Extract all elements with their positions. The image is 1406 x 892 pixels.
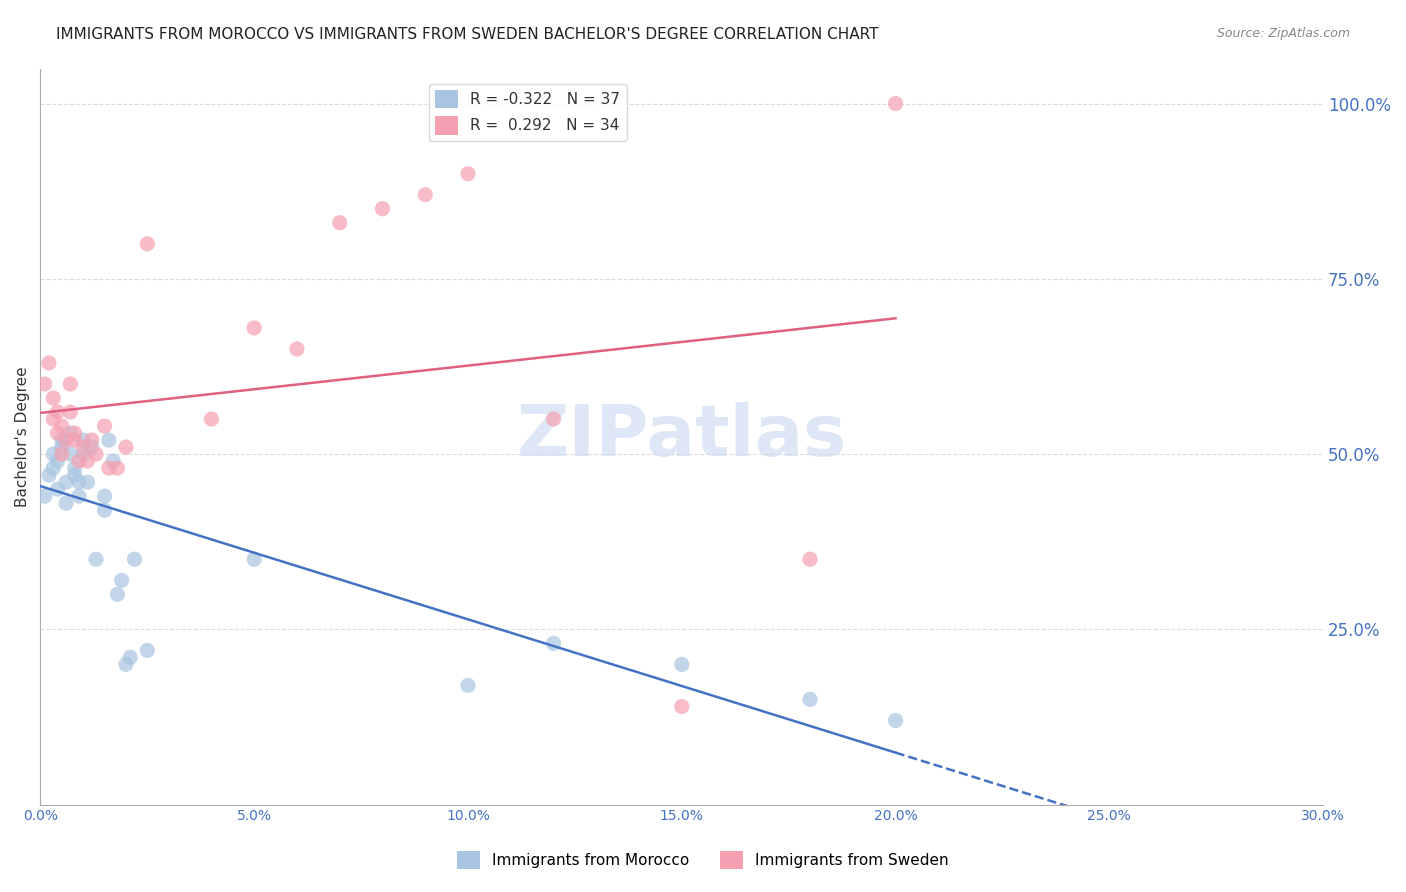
Point	[67, 454, 90, 468]
Point	[42, 391, 65, 405]
Point	[80, 440, 103, 454]
Point	[329, 216, 352, 230]
Point	[671, 699, 693, 714]
Point	[51, 433, 73, 447]
Point	[63, 468, 86, 483]
Point	[76, 475, 98, 490]
Point	[59, 405, 82, 419]
Point	[59, 447, 82, 461]
Point	[42, 447, 65, 461]
Point	[93, 503, 115, 517]
Point	[413, 187, 436, 202]
Point	[80, 433, 103, 447]
Point	[200, 412, 222, 426]
Point	[97, 433, 120, 447]
Point	[457, 678, 479, 692]
Point	[46, 454, 69, 468]
Legend: R = -0.322   N = 37, R =  0.292   N = 34: R = -0.322 N = 37, R = 0.292 N = 34	[429, 84, 627, 141]
Point	[59, 425, 82, 440]
Point	[371, 202, 394, 216]
Point	[55, 496, 77, 510]
Point	[671, 657, 693, 672]
Point	[799, 692, 821, 706]
Point	[93, 419, 115, 434]
Point	[101, 454, 124, 468]
Point	[51, 440, 73, 454]
Point	[84, 447, 107, 461]
Point	[51, 419, 73, 434]
Point	[136, 643, 159, 657]
Point	[63, 461, 86, 475]
Point	[55, 433, 77, 447]
Point	[67, 475, 90, 490]
Point	[136, 236, 159, 251]
Point	[543, 636, 565, 650]
Point	[63, 433, 86, 447]
Point	[884, 714, 907, 728]
Point	[72, 447, 94, 461]
Point	[285, 342, 308, 356]
Point	[111, 574, 134, 588]
Point	[93, 489, 115, 503]
Point	[84, 552, 107, 566]
Point	[46, 405, 69, 419]
Point	[46, 482, 69, 496]
Point	[884, 96, 907, 111]
Point	[115, 440, 138, 454]
Point	[42, 461, 65, 475]
Point	[67, 489, 90, 503]
Point	[72, 440, 94, 454]
Point	[38, 356, 60, 370]
Legend: Immigrants from Morocco, Immigrants from Sweden: Immigrants from Morocco, Immigrants from…	[451, 845, 955, 875]
Point	[51, 447, 73, 461]
Point	[243, 321, 266, 335]
Point	[46, 425, 69, 440]
Point	[34, 376, 56, 391]
Point	[42, 412, 65, 426]
Point	[63, 425, 86, 440]
Point	[59, 376, 82, 391]
Point	[105, 587, 128, 601]
Point	[72, 433, 94, 447]
Point	[457, 167, 479, 181]
Point	[115, 657, 138, 672]
Y-axis label: Bachelor's Degree: Bachelor's Degree	[15, 367, 30, 507]
Point	[55, 475, 77, 490]
Text: Source: ZipAtlas.com: Source: ZipAtlas.com	[1216, 27, 1350, 40]
Point	[543, 412, 565, 426]
Point	[76, 454, 98, 468]
Point	[799, 552, 821, 566]
Text: IMMIGRANTS FROM MOROCCO VS IMMIGRANTS FROM SWEDEN BACHELOR'S DEGREE CORRELATION : IMMIGRANTS FROM MOROCCO VS IMMIGRANTS FR…	[56, 27, 879, 42]
Point	[97, 461, 120, 475]
Point	[34, 489, 56, 503]
Point	[243, 552, 266, 566]
Point	[105, 461, 128, 475]
Point	[38, 468, 60, 483]
Text: ZIPatlas: ZIPatlas	[517, 402, 846, 471]
Point	[124, 552, 146, 566]
Point	[120, 650, 142, 665]
